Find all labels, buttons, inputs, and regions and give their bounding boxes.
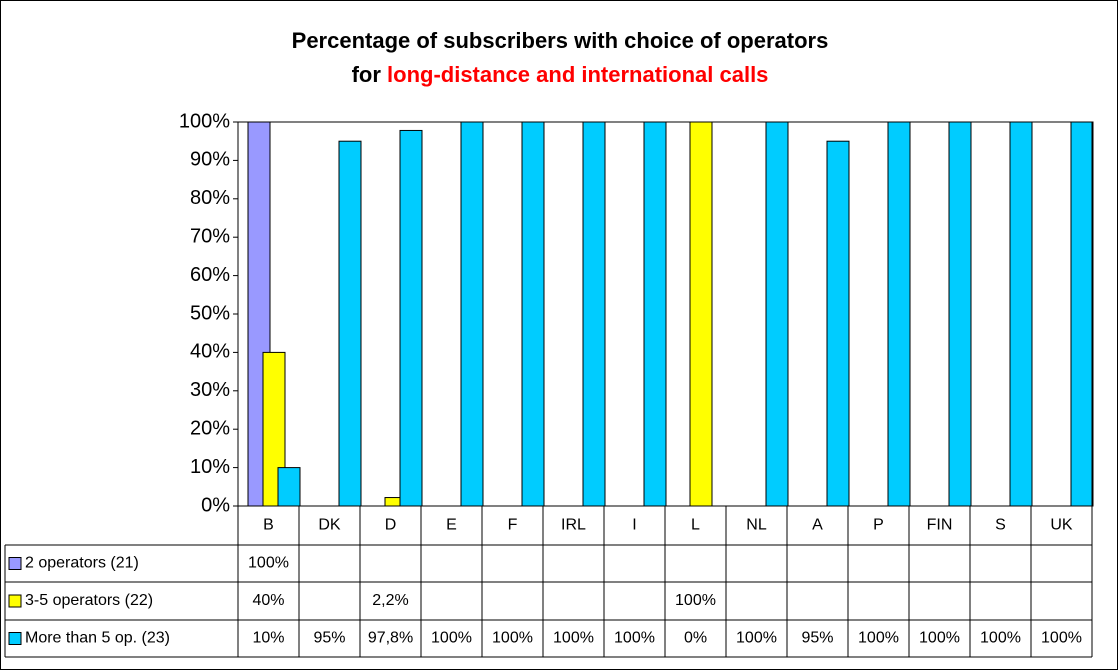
data-label: 40%	[252, 592, 284, 609]
data-label: 100%	[1041, 630, 1082, 647]
legend-key	[8, 557, 22, 570]
data-label: 100%	[675, 592, 716, 609]
bar	[765, 121, 789, 507]
bar	[948, 121, 972, 507]
data-label: 100%	[980, 630, 1021, 647]
bar	[582, 121, 606, 507]
y-tick-label: 60%	[190, 264, 230, 286]
x-tick-label: E	[446, 517, 457, 534]
legend-key	[8, 594, 22, 608]
bar	[521, 121, 545, 507]
data-label: 100%	[492, 630, 533, 647]
chart-title: Percentage of subscribers with choice of…	[292, 28, 829, 53]
data-label: 95%	[313, 630, 345, 647]
bar	[887, 121, 911, 507]
data-label: 100%	[553, 630, 594, 647]
data-label: 100%	[614, 630, 655, 647]
y-tick-label: 30%	[190, 379, 230, 401]
y-tick-label: 90%	[190, 149, 230, 171]
y-tick-label: 80%	[190, 187, 230, 209]
data-label: 100%	[858, 630, 899, 647]
x-tick-label: F	[508, 517, 518, 534]
y-tick-label: 70%	[190, 225, 230, 247]
x-tick-label: P	[873, 517, 884, 534]
x-tick-label: DK	[318, 517, 341, 534]
x-tick-label: S	[995, 517, 1006, 534]
y-tick-label: 10%	[190, 456, 230, 478]
data-label: 100%	[431, 630, 472, 647]
legend-key	[8, 632, 22, 645]
data-label: 97,8%	[368, 630, 413, 647]
y-tick-label: 100%	[179, 110, 230, 132]
x-tick-label: NL	[746, 517, 767, 534]
data-label: 2,2%	[372, 592, 408, 609]
x-tick-label: IRL	[561, 517, 586, 534]
bar	[277, 467, 301, 507]
legend-label: More than 5 op. (23)	[25, 630, 170, 647]
x-tick-label: A	[812, 517, 823, 534]
data-label: 10%	[252, 630, 284, 647]
legend-label: 3-5 operators (22)	[25, 592, 153, 609]
data-label: 100%	[736, 630, 777, 647]
x-tick-label: B	[263, 517, 274, 534]
x-tick-label: FIN	[927, 517, 953, 534]
chart-title-line2: for long-distance and international call…	[352, 62, 769, 87]
x-tick-label: L	[691, 517, 700, 534]
x-tick-label: I	[632, 517, 636, 534]
data-label: 95%	[801, 630, 833, 647]
y-tick-label: 20%	[190, 417, 230, 439]
bar	[689, 121, 713, 507]
data-label: 100%	[248, 555, 289, 572]
x-tick-label: D	[385, 517, 397, 534]
bar	[460, 121, 484, 507]
legend-label: 2 operators (21)	[25, 555, 139, 572]
bar	[1070, 121, 1094, 507]
y-tick-label: 0%	[201, 494, 230, 516]
bar	[338, 140, 362, 507]
y-tick-label: 40%	[190, 341, 230, 363]
title-lead: for	[352, 62, 382, 87]
y-tick-label: 50%	[190, 302, 230, 324]
bar	[1009, 121, 1033, 507]
title-highlight: long-distance and international calls	[387, 62, 768, 87]
bar	[826, 140, 850, 507]
x-tick-label: UK	[1050, 517, 1073, 534]
data-label: 100%	[919, 630, 960, 647]
bar	[399, 129, 423, 507]
bar	[643, 121, 667, 507]
data-label: 0%	[684, 630, 707, 647]
